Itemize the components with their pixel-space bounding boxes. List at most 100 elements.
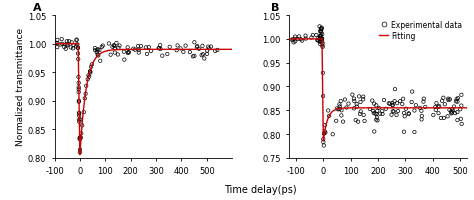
Point: [431, 106, 439, 109]
Point: [314, 40, 322, 43]
Point: [319, 72, 327, 75]
Point: [75, 112, 83, 115]
Point: [291, 38, 298, 41]
Point: [94, 54, 101, 57]
Point: [86, 70, 94, 73]
Point: [54, 46, 61, 49]
Point: [353, 106, 361, 109]
Point: [88, 63, 96, 67]
Point: [356, 101, 364, 104]
Point: [182, 45, 190, 48]
Point: [289, 39, 297, 42]
Point: [129, 48, 137, 51]
Point: [110, 44, 118, 48]
Point: [114, 54, 122, 57]
Point: [75, 118, 83, 122]
Point: [373, 113, 380, 116]
Point: [60, 46, 68, 49]
Point: [447, 112, 455, 115]
Point: [75, 82, 82, 85]
Point: [345, 103, 352, 106]
Point: [421, 106, 429, 109]
Point: [85, 74, 92, 77]
Point: [292, 41, 299, 44]
Point: [193, 46, 201, 50]
Point: [408, 101, 415, 104]
Point: [155, 47, 163, 51]
Point: [374, 119, 381, 122]
Point: [393, 114, 401, 117]
Point: [389, 104, 397, 107]
Point: [74, 58, 82, 61]
Point: [125, 51, 133, 54]
Point: [189, 55, 197, 59]
Point: [320, 144, 328, 147]
Point: [317, 29, 325, 32]
Point: [366, 108, 374, 111]
Point: [433, 102, 440, 105]
Point: [288, 39, 295, 42]
Point: [69, 47, 77, 51]
Point: [451, 112, 459, 115]
Point: [409, 90, 416, 94]
Point: [400, 112, 408, 115]
Point: [445, 98, 452, 101]
Point: [438, 100, 446, 103]
Point: [333, 107, 341, 110]
Point: [86, 70, 94, 74]
Point: [388, 114, 395, 117]
Point: [57, 44, 64, 47]
Point: [445, 99, 452, 102]
Point: [336, 108, 344, 111]
Point: [385, 102, 392, 105]
Point: [297, 38, 305, 42]
Point: [399, 98, 407, 101]
Point: [432, 109, 439, 112]
Point: [58, 38, 65, 41]
Point: [359, 96, 367, 99]
Point: [76, 148, 84, 151]
Point: [135, 49, 143, 52]
Point: [96, 60, 104, 63]
Point: [324, 109, 332, 113]
Point: [325, 115, 333, 118]
Point: [405, 113, 412, 116]
Point: [356, 95, 363, 99]
Point: [457, 104, 465, 108]
Point: [142, 47, 150, 50]
Point: [62, 48, 70, 51]
Point: [386, 103, 393, 106]
Point: [82, 93, 90, 96]
Point: [447, 110, 455, 114]
Point: [353, 103, 360, 106]
Point: [336, 105, 344, 109]
Point: [399, 103, 406, 106]
Point: [309, 34, 317, 37]
Point: [131, 49, 139, 52]
Point: [74, 47, 82, 50]
Point: [350, 107, 358, 110]
Point: [53, 42, 60, 45]
Point: [198, 54, 205, 57]
Point: [302, 35, 310, 38]
Point: [405, 112, 412, 115]
Point: [316, 39, 323, 42]
Point: [76, 136, 84, 139]
Point: [321, 131, 329, 135]
Point: [76, 151, 84, 154]
Point: [105, 43, 113, 46]
Point: [321, 124, 328, 127]
Point: [348, 94, 356, 97]
Point: [382, 108, 390, 111]
Point: [341, 98, 349, 102]
Point: [205, 47, 213, 51]
Point: [380, 99, 388, 102]
Point: [416, 107, 424, 110]
Point: [75, 101, 82, 104]
Point: [195, 48, 203, 51]
Point: [68, 42, 75, 45]
Point: [147, 50, 155, 53]
Point: [454, 97, 462, 100]
Point: [360, 114, 367, 117]
Point: [453, 98, 460, 101]
